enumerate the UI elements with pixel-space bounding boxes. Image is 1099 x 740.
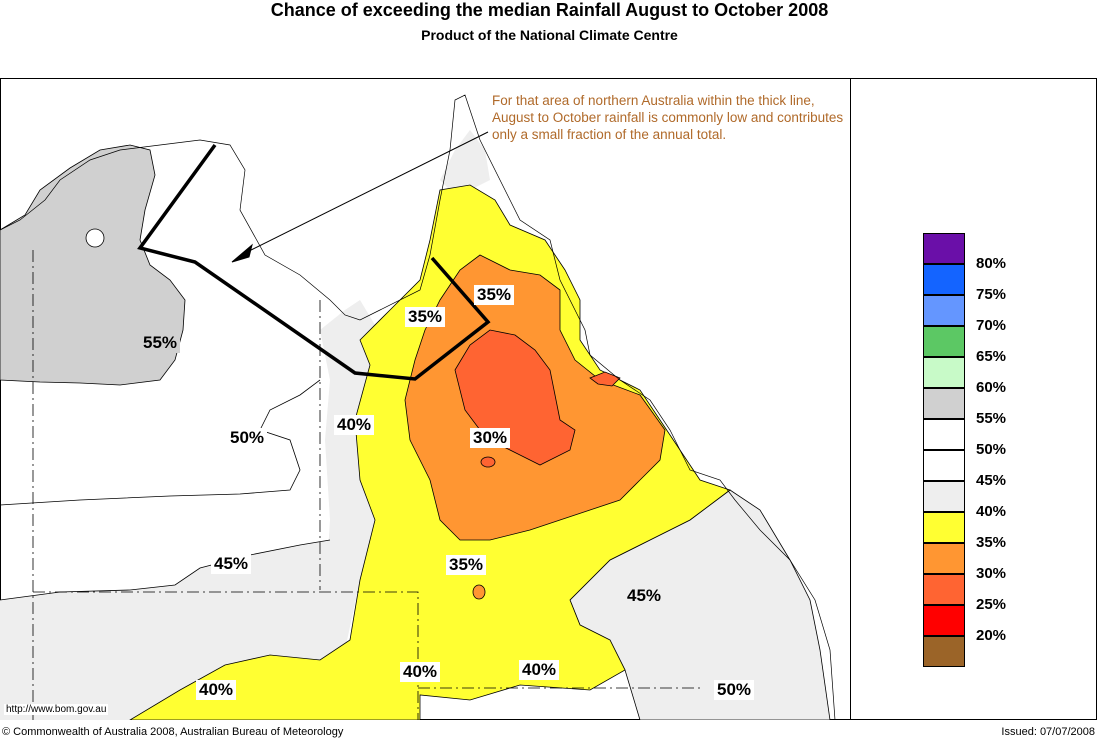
legend-swatch	[923, 357, 965, 388]
note-arrow-line	[244, 131, 489, 254]
label-35-north: 35%	[474, 285, 515, 305]
region-55-topend	[0, 144, 186, 386]
coastline-north	[0, 94, 836, 720]
issued-date: Issued: 07/07/2008	[1001, 726, 1095, 738]
panel-divider	[850, 78, 851, 720]
copyright: © Commonwealth of Australia 2008, Austra…	[2, 726, 344, 738]
label-45-west: 45%	[211, 554, 252, 574]
spot-coast-30	[589, 371, 621, 387]
legend-label: 45%	[976, 472, 1007, 489]
label-40-south: 40%	[196, 680, 237, 700]
label-40-central: 40%	[400, 662, 441, 682]
legend-label: 40%	[976, 503, 1007, 520]
note-arrow-head	[231, 243, 253, 263]
map-frame	[0, 78, 1097, 720]
map-title: Chance of exceeding the median Rainfall …	[270, 0, 829, 20]
legend-swatch	[923, 481, 965, 512]
thick-boundary-line	[137, 143, 491, 381]
label-30: 30%	[470, 428, 511, 448]
legend-swatch	[923, 233, 965, 264]
label-35-south: 35%	[446, 555, 487, 575]
legend-swatch	[923, 295, 965, 326]
legend-swatch	[923, 574, 965, 605]
legend-label: 65%	[976, 348, 1007, 365]
legend-label: 75%	[976, 286, 1007, 303]
legend-label: 30%	[976, 565, 1007, 582]
label-35-west: 35%	[405, 307, 446, 327]
label-50-west: 50%	[227, 428, 268, 448]
url-text: http://www.bom.gov.au	[4, 704, 109, 715]
label-50-east: 50%	[714, 680, 755, 700]
map-subtitle: Product of the National Climate Centre	[421, 27, 678, 43]
legend-swatch	[923, 512, 965, 543]
label-40-gulf: 40%	[334, 415, 375, 435]
legend-label: 50%	[976, 441, 1007, 458]
legend-swatch	[923, 636, 965, 667]
map-canvas	[0, 94, 836, 720]
region-45-gulf	[320, 300, 375, 720]
spot-35	[472, 584, 486, 600]
legend-label: 70%	[976, 317, 1007, 334]
legend-label: 55%	[976, 410, 1007, 427]
label-55: 55%	[140, 333, 181, 353]
legend-swatch	[923, 326, 965, 357]
region-45-cape	[440, 130, 490, 190]
legend-label: 25%	[976, 596, 1007, 613]
legend-swatch	[923, 543, 965, 574]
legend-swatch	[923, 450, 965, 481]
legend-label: 60%	[976, 379, 1007, 396]
legend-swatch	[923, 605, 965, 636]
legend-label: 80%	[976, 255, 1007, 272]
legend-label: 35%	[976, 534, 1007, 551]
legend-label: 20%	[976, 627, 1007, 644]
map-note: For that area of northern Australia with…	[492, 93, 844, 142]
legend-swatch	[923, 388, 965, 419]
island-circle	[85, 228, 105, 248]
legend-swatch	[923, 419, 965, 450]
label-45-east: 45%	[624, 586, 665, 606]
legend-swatch	[923, 264, 965, 295]
contour-50	[0, 379, 321, 506]
spot-30	[480, 456, 496, 468]
map-panel	[0, 78, 851, 720]
label-40-east: 40%	[519, 660, 560, 680]
